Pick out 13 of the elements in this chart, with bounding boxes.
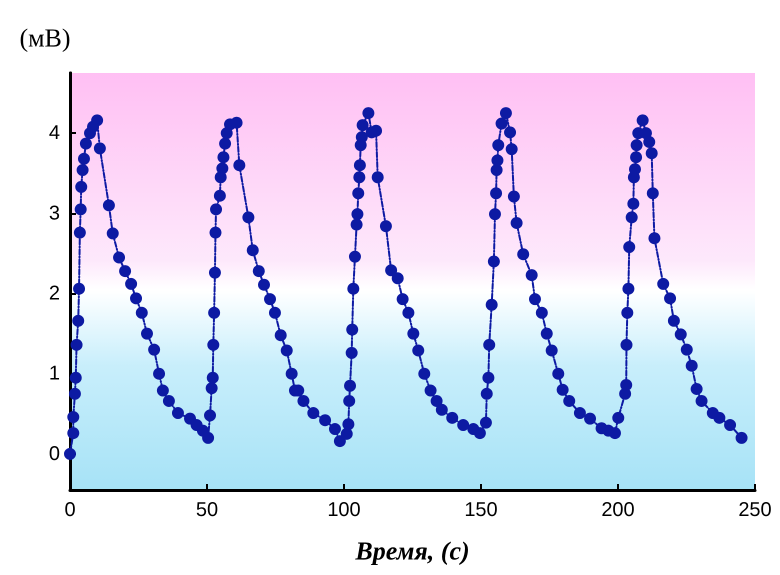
y-tick-label: 4 (48, 122, 60, 144)
x-tick-label: 250 (738, 499, 772, 521)
x-tick-label: 0 (64, 499, 76, 521)
x-tick-label: 200 (601, 499, 635, 521)
y-tick-label: 1 (48, 362, 60, 385)
x-axis-title: Время, (с) (354, 536, 470, 566)
y-tick-label: 2 (48, 282, 60, 305)
y-tick-label: 0 (48, 442, 60, 465)
x-tick-label: 150 (464, 499, 498, 521)
y-tick-label: 3 (48, 202, 60, 224)
x-tick-label: 50 (196, 499, 218, 521)
x-tick-label: 100 (327, 499, 361, 521)
y-axis-title: (мВ) (19, 24, 71, 52)
